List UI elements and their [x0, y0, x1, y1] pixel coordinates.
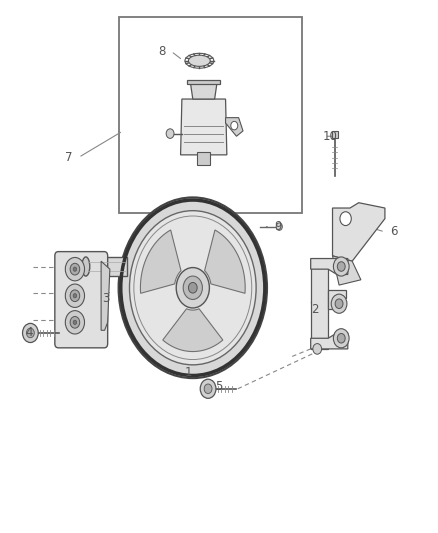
Ellipse shape	[82, 257, 90, 276]
Text: 3: 3	[102, 292, 109, 305]
Circle shape	[333, 329, 349, 348]
Polygon shape	[141, 230, 181, 293]
Text: 5: 5	[215, 379, 223, 393]
Text: 4: 4	[25, 326, 33, 340]
Circle shape	[130, 211, 256, 365]
Text: 2: 2	[311, 303, 319, 316]
Circle shape	[183, 276, 202, 300]
Text: 6: 6	[390, 225, 397, 238]
Circle shape	[26, 328, 34, 338]
Circle shape	[65, 257, 85, 281]
Circle shape	[73, 320, 77, 325]
Polygon shape	[311, 259, 348, 274]
Circle shape	[331, 294, 347, 313]
Polygon shape	[163, 309, 223, 352]
Text: 9: 9	[274, 220, 282, 233]
Polygon shape	[311, 333, 348, 349]
Polygon shape	[226, 118, 243, 136]
Circle shape	[65, 311, 85, 334]
Ellipse shape	[188, 55, 210, 66]
Polygon shape	[332, 256, 361, 285]
Circle shape	[73, 267, 77, 271]
Bar	[119, 17, 302, 213]
Circle shape	[119, 197, 267, 378]
Polygon shape	[180, 99, 227, 155]
Circle shape	[313, 344, 321, 354]
Circle shape	[73, 294, 77, 298]
Circle shape	[276, 223, 283, 230]
Bar	[332, 131, 338, 138]
Bar	[197, 152, 210, 165]
Circle shape	[65, 284, 85, 308]
Text: 8: 8	[159, 45, 166, 58]
Circle shape	[70, 290, 80, 302]
Circle shape	[335, 299, 343, 309]
Bar	[84, 257, 127, 276]
Polygon shape	[328, 290, 346, 309]
Polygon shape	[332, 203, 385, 261]
Circle shape	[204, 384, 212, 393]
Circle shape	[231, 122, 238, 130]
Circle shape	[166, 129, 174, 139]
Circle shape	[337, 262, 345, 271]
Polygon shape	[187, 80, 220, 84]
Circle shape	[200, 379, 216, 398]
Circle shape	[188, 282, 197, 293]
Polygon shape	[311, 259, 328, 349]
Text: 10: 10	[323, 130, 338, 143]
Text: 1: 1	[185, 366, 192, 379]
Circle shape	[176, 268, 209, 308]
FancyBboxPatch shape	[55, 252, 108, 348]
Circle shape	[22, 324, 38, 343]
Circle shape	[340, 212, 351, 225]
Circle shape	[70, 263, 80, 275]
Polygon shape	[191, 84, 217, 99]
Polygon shape	[205, 230, 245, 293]
Circle shape	[337, 334, 345, 343]
Polygon shape	[101, 261, 110, 330]
Text: 7: 7	[65, 151, 72, 164]
Circle shape	[70, 317, 80, 328]
Circle shape	[333, 257, 349, 276]
